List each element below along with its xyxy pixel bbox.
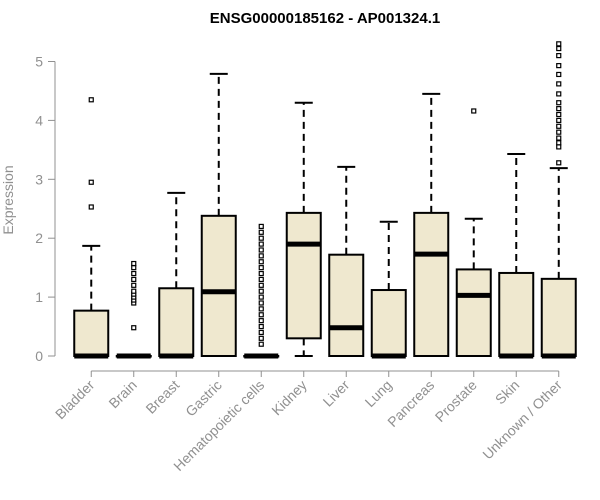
outlier-point [258, 247, 264, 253]
outlier-point [556, 100, 562, 106]
box-gastric [200, 72, 237, 357]
outlier-point [258, 253, 264, 259]
outlier-point [88, 204, 94, 210]
outlier-point [258, 329, 264, 336]
outlier-point [258, 294, 264, 300]
box-brain [115, 260, 152, 359]
y-tick-label: 3 [35, 171, 43, 187]
x-tick-label: Brain [105, 377, 139, 411]
x-tick-label: Prostate [432, 377, 480, 425]
outlier-point [556, 160, 562, 166]
outlier-point [556, 129, 562, 135]
y-tick-label: 4 [35, 112, 43, 128]
box-body [328, 253, 365, 357]
outlier-point [258, 335, 264, 341]
box-body [540, 277, 577, 357]
outlier-point [556, 81, 562, 87]
box-body [370, 289, 407, 358]
outlier-point [258, 235, 264, 241]
y-axis: 0 1 2 3 4 5 [35, 54, 56, 364]
outlier-point [258, 300, 264, 306]
box-body [413, 211, 450, 357]
box-kidney [285, 101, 322, 357]
outlier-point [258, 312, 264, 318]
outlier-point [131, 325, 137, 331]
boxes [73, 41, 577, 359]
outlier-point [556, 41, 562, 47]
x-tick-label: Liver [320, 377, 353, 410]
outlier-point [131, 282, 137, 288]
box-body [200, 214, 237, 357]
box-body [498, 271, 535, 357]
outlier-point [131, 276, 137, 283]
outlier-point [131, 270, 137, 277]
box-body [455, 268, 492, 357]
outlier-point [556, 123, 562, 129]
outlier-point [556, 135, 562, 141]
box-liver [328, 165, 365, 357]
box-pancreas [413, 92, 450, 357]
box-skin [498, 152, 535, 359]
outlier-point [88, 97, 94, 103]
outlier-point [556, 91, 562, 97]
box-hematopoietic-cells [243, 223, 280, 359]
outlier-point [556, 53, 562, 59]
outlier-point [258, 276, 264, 283]
y-tick-label: 0 [35, 348, 43, 364]
y-tick-label: 1 [35, 289, 43, 305]
outlier-point [258, 241, 264, 247]
outlier-point [556, 106, 562, 112]
outlier-point [556, 63, 562, 69]
box-body [285, 211, 322, 340]
y-tick-label: 2 [35, 230, 43, 246]
outlier-point [471, 108, 477, 114]
outlier-point [556, 140, 562, 146]
x-tick-label: Bladder [52, 377, 98, 423]
outlier-point [258, 223, 264, 230]
outlier-point [131, 288, 137, 294]
box-body [73, 309, 110, 358]
outlier-point [258, 259, 264, 265]
outlier-point [131, 260, 137, 267]
x-tick-label: Unknown / Other [479, 377, 565, 463]
outlier-point [556, 45, 562, 52]
box-lung [370, 220, 407, 359]
x-tick-label: Lung [362, 377, 395, 410]
x-tick-label: Kidney [268, 377, 310, 419]
outlier-point [258, 270, 264, 277]
outlier-point [258, 323, 264, 330]
box-body [158, 287, 195, 358]
outlier-point [131, 265, 137, 271]
outlier-point [556, 111, 562, 118]
outlier-point [556, 117, 562, 124]
outlier-point [258, 318, 264, 324]
box-unknown-other [540, 41, 577, 359]
box-bladder [73, 97, 110, 359]
y-tick-label: 5 [35, 54, 43, 70]
x-tick-label: Pancreas [384, 377, 437, 430]
outlier-point [258, 265, 264, 271]
outlier-point [258, 229, 264, 235]
outlier-point [88, 179, 94, 185]
chart-title: ENSG00000185162 - AP001324.1 [210, 10, 440, 27]
outlier-point [556, 144, 562, 150]
outlier-point [258, 306, 264, 312]
x-tick-label: Skin [492, 377, 523, 408]
box-breast [158, 191, 195, 359]
outlier-point [258, 282, 264, 288]
outlier-point [556, 71, 562, 78]
y-axis-label: Expression [0, 165, 16, 234]
outlier-point [258, 288, 264, 294]
box-prostate [455, 108, 492, 357]
outlier-point [258, 341, 264, 347]
x-tick-label: Breast [142, 377, 182, 417]
